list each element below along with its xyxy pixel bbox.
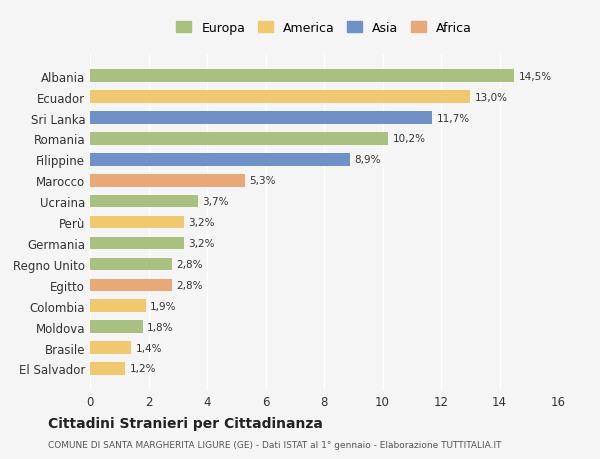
Text: 2,8%: 2,8% [176,280,203,290]
Bar [90,91,470,104]
Text: 2,8%: 2,8% [176,259,203,269]
Text: 3,2%: 3,2% [188,218,214,228]
Text: 13,0%: 13,0% [475,92,508,102]
Text: 5,3%: 5,3% [250,176,276,186]
Text: 10,2%: 10,2% [393,134,426,144]
Bar [90,216,184,229]
Text: 1,2%: 1,2% [130,364,156,374]
Text: 1,9%: 1,9% [150,301,176,311]
Text: 8,9%: 8,9% [355,155,381,165]
Bar [90,363,125,375]
Text: 1,8%: 1,8% [147,322,173,332]
Bar [90,258,172,271]
Bar [90,154,350,166]
Text: 3,2%: 3,2% [188,239,214,248]
Bar [90,133,388,146]
Text: Cittadini Stranieri per Cittadinanza: Cittadini Stranieri per Cittadinanza [48,416,323,430]
Bar [90,174,245,187]
Bar [90,279,172,291]
Bar [90,237,184,250]
Bar [90,321,143,333]
Bar [90,341,131,354]
Text: COMUNE DI SANTA MARGHERITA LIGURE (GE) - Dati ISTAT al 1° gennaio - Elaborazione: COMUNE DI SANTA MARGHERITA LIGURE (GE) -… [48,441,502,449]
Bar [90,70,514,83]
Text: 1,4%: 1,4% [136,343,162,353]
Bar [90,196,198,208]
Text: 11,7%: 11,7% [437,113,470,123]
Legend: Europa, America, Asia, Africa: Europa, America, Asia, Africa [173,18,475,38]
Text: 14,5%: 14,5% [518,72,551,82]
Bar [90,112,432,124]
Text: 3,7%: 3,7% [203,197,229,207]
Bar [90,300,146,312]
